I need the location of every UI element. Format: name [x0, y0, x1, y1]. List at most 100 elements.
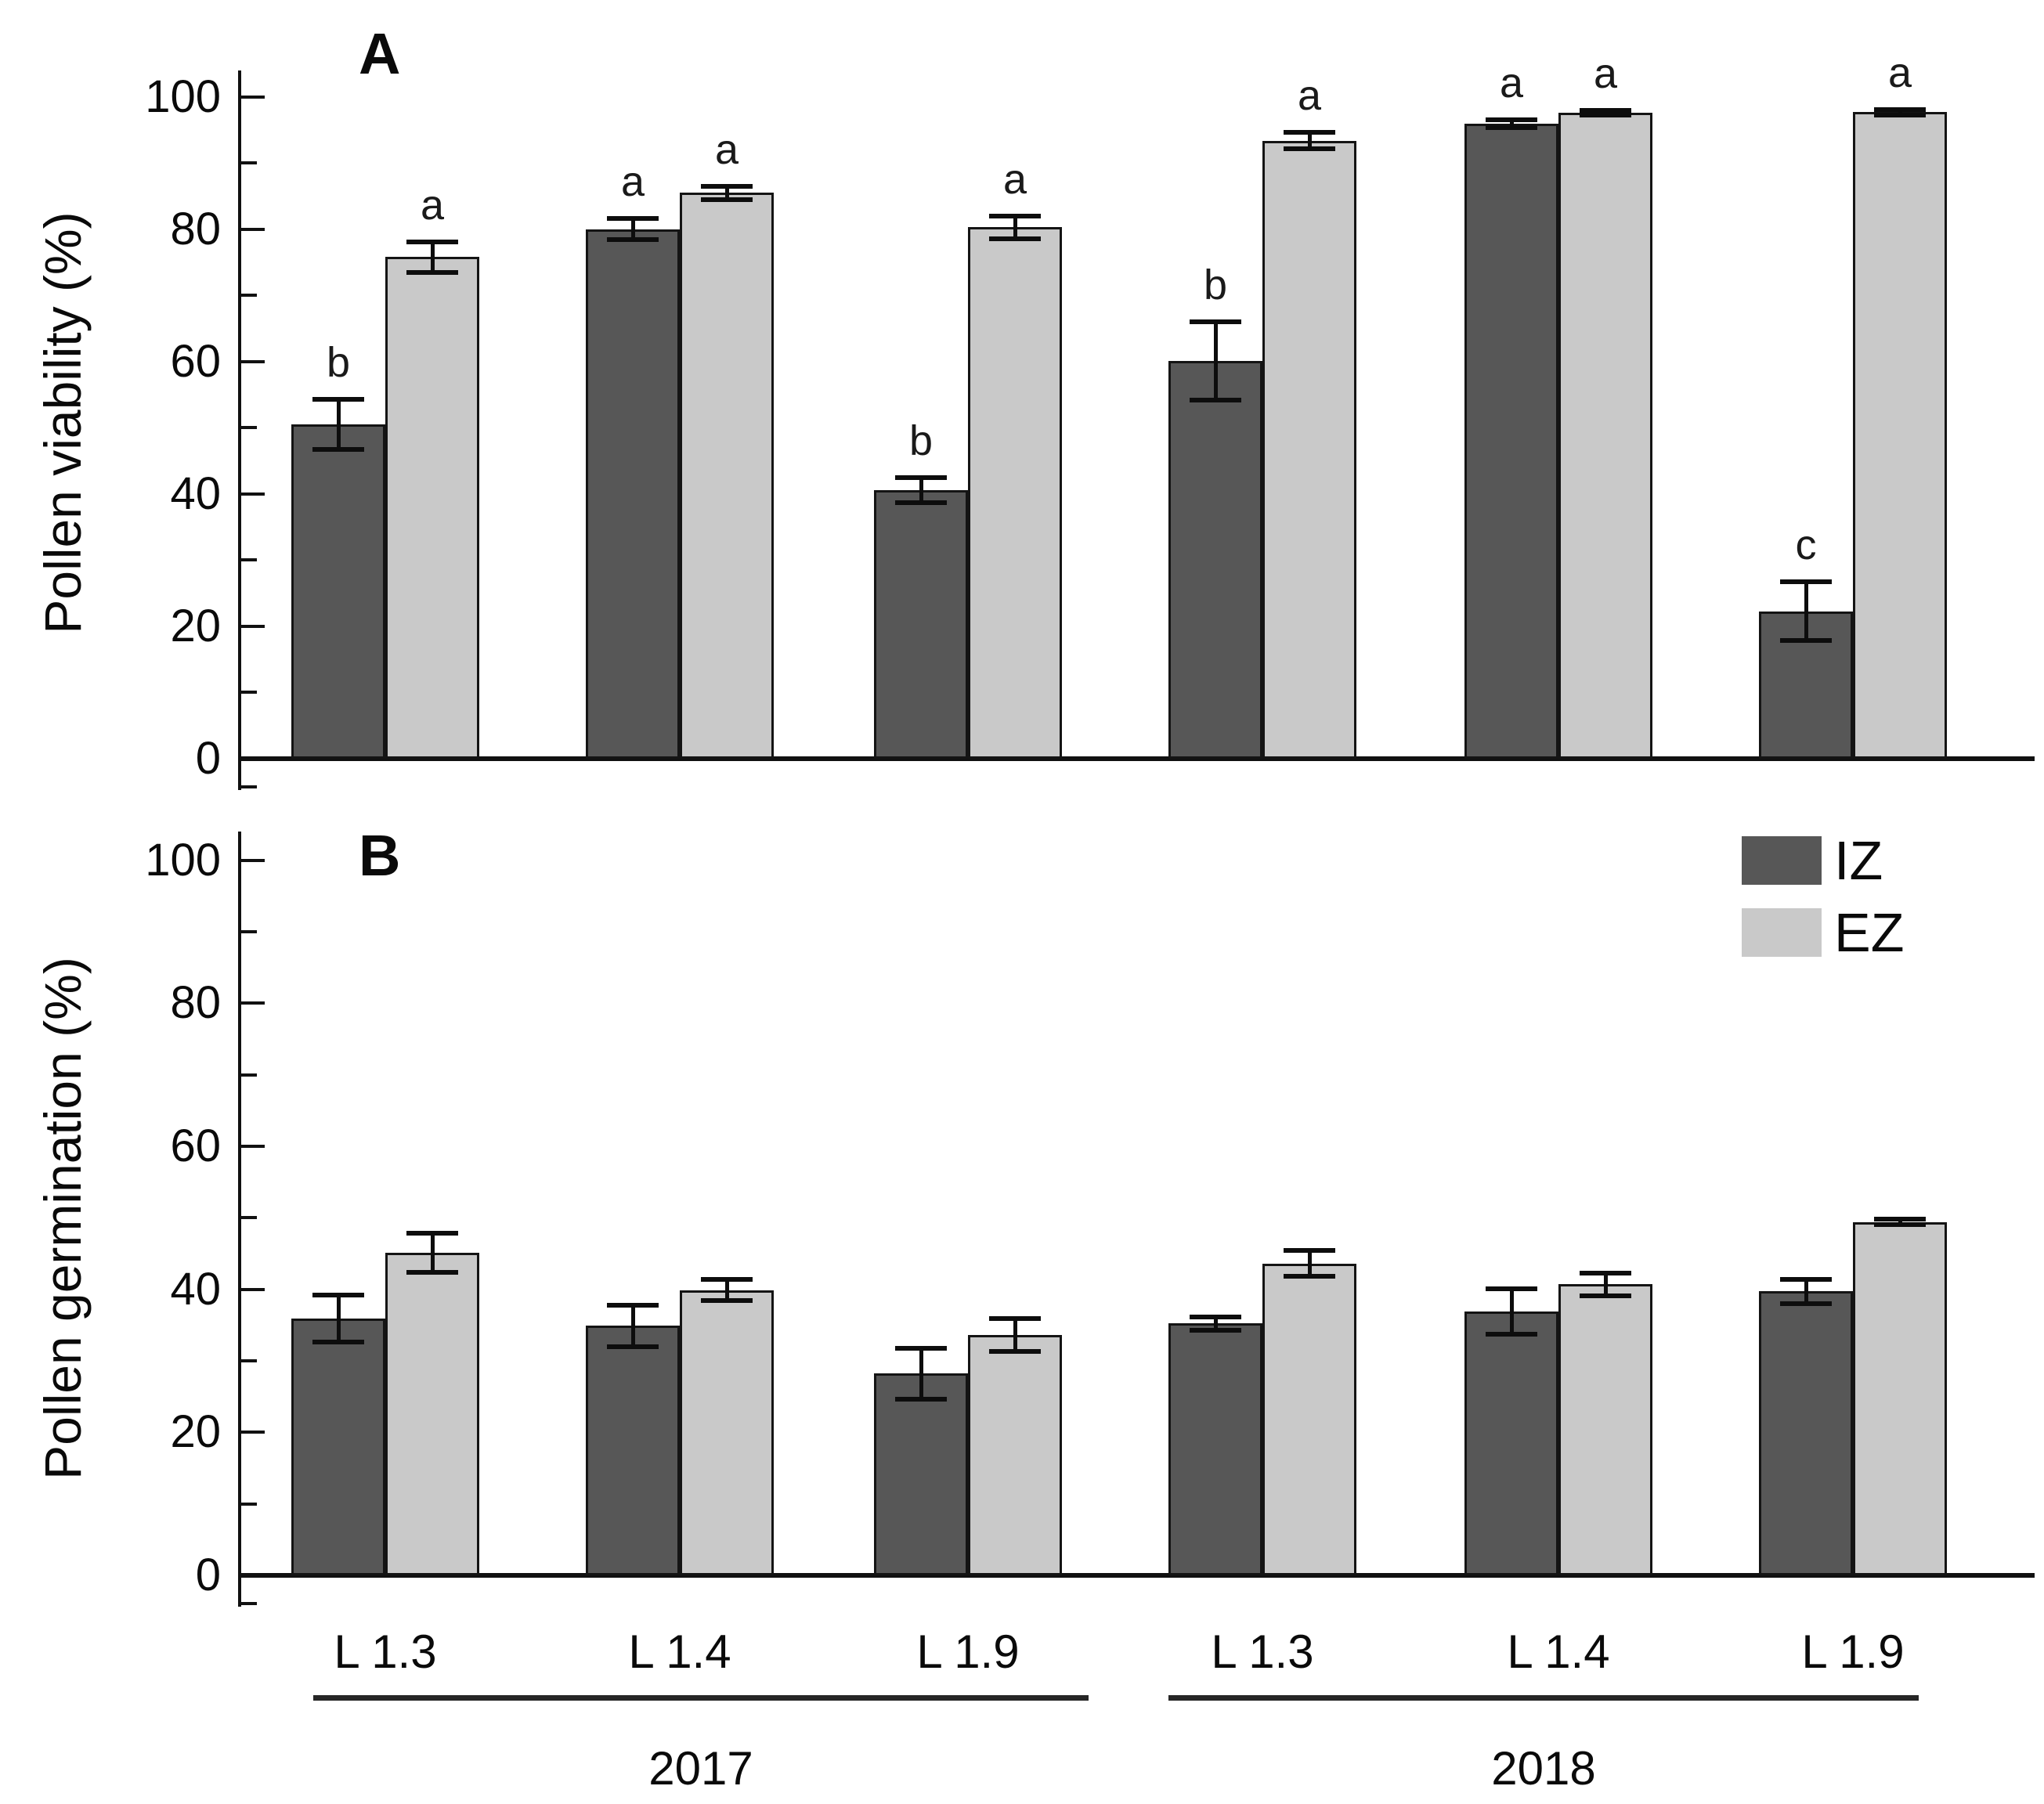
- y-tick-label: 20: [170, 1406, 221, 1458]
- significance-letter: a: [1499, 59, 1524, 106]
- error-bar-top-cap: [1284, 130, 1335, 135]
- legend-label-ez: EZ: [1834, 902, 1905, 963]
- bar-iz-0: [291, 424, 385, 759]
- error-bar-stem: [1213, 322, 1218, 400]
- error-bar-bottom-cap: [989, 1349, 1041, 1355]
- significance-letter: b: [326, 339, 351, 387]
- error-bar-top-cap: [406, 239, 458, 244]
- error-bar-bottom-cap: [1780, 637, 1832, 643]
- error-bar-bottom-cap: [312, 447, 364, 453]
- bar-ez-4: [1558, 1284, 1652, 1575]
- y-major-tick: [241, 359, 265, 363]
- error-bar-stem: [1013, 1319, 1017, 1352]
- bar-iz-3: [1168, 1323, 1262, 1575]
- y-major-tick: [241, 858, 265, 862]
- error-bar-top-cap: [1284, 1248, 1335, 1254]
- error-bar-stem: [1898, 1219, 1902, 1225]
- legend-swatch-ez-icon: [1742, 908, 1822, 957]
- error-bar-top-cap: [1780, 1276, 1832, 1282]
- significance-letter: a: [420, 181, 445, 229]
- error-bar-stem: [1603, 1272, 1608, 1296]
- error-bar-stem: [1213, 1317, 1218, 1330]
- y-tick-label: 100: [145, 70, 221, 122]
- error-bar-bottom-cap: [607, 1344, 659, 1349]
- x-category-label: L 1.3: [334, 1625, 437, 1678]
- error-bar-bottom-cap: [406, 1269, 458, 1275]
- error-bar-stem: [919, 1348, 923, 1400]
- error-bar-bottom-cap: [1486, 124, 1537, 130]
- x-axis-line: [238, 1573, 2035, 1578]
- y-tick-label: 80: [170, 203, 221, 254]
- y-tick-label: 100: [145, 834, 221, 886]
- panel-a-plot-area: 0 20 40 60 80 100 b a b b a c a a a a a a: [145, 49, 2035, 790]
- bar-ez-4: [1558, 113, 1652, 759]
- y-major-tick: [241, 757, 265, 760]
- error-bar-stem: [724, 1279, 729, 1301]
- x-category-label: L 1.4: [628, 1625, 731, 1678]
- y-tick-label: 0: [195, 1550, 221, 1600]
- bar-ez-1: [680, 193, 774, 759]
- x-category-label: L 1.4: [1507, 1625, 1610, 1678]
- error-bar-top-cap: [406, 1231, 458, 1236]
- error-bar-stem: [919, 477, 923, 503]
- error-bar-top-cap: [1874, 1217, 1926, 1222]
- legend-swatch-iz-icon: [1742, 836, 1822, 885]
- error-bar-bottom-cap: [701, 1298, 753, 1304]
- error-bar-stem: [1898, 109, 1902, 115]
- bar-ez-0: [385, 1253, 479, 1575]
- error-bar-bottom-cap: [1486, 1332, 1537, 1337]
- significance-letter: a: [1297, 72, 1322, 120]
- bar-ez-3: [1262, 1263, 1356, 1575]
- y-major-tick: [241, 492, 265, 496]
- error-bar-top-cap: [895, 474, 947, 480]
- bar-ez-3: [1262, 140, 1356, 759]
- bar-ez-1: [680, 1290, 774, 1575]
- error-bar-bottom-cap: [701, 197, 753, 202]
- error-bar-bottom-cap: [1284, 146, 1335, 151]
- error-bar-stem: [430, 1233, 435, 1272]
- error-bar-bottom-cap: [1580, 1293, 1631, 1298]
- error-bar-stem: [724, 186, 729, 200]
- bar-iz-1: [586, 1326, 680, 1575]
- error-bar-top-cap: [1580, 107, 1631, 113]
- error-bar-bottom-cap: [607, 237, 659, 243]
- error-bar-top-cap: [1874, 106, 1926, 112]
- error-bar-bottom-cap: [989, 236, 1041, 241]
- error-bar-stem: [336, 399, 341, 450]
- bar-iz-2: [874, 489, 968, 759]
- significance-letter: a: [1002, 155, 1027, 203]
- error-bar-top-cap: [607, 1302, 659, 1308]
- y-minor-tick: [241, 1073, 257, 1077]
- error-bar-stem: [430, 241, 435, 272]
- y-major-tick: [241, 1431, 265, 1434]
- y-axis-line: [238, 832, 241, 1607]
- bar-iz-4: [1464, 1311, 1558, 1575]
- error-bar-bottom-cap: [1780, 1301, 1832, 1306]
- error-bar-stem: [630, 218, 635, 240]
- error-bar-stem: [1603, 110, 1608, 116]
- bar-iz-5: [1759, 1291, 1853, 1575]
- bar-ez-0: [385, 257, 479, 759]
- legend-item-iz: IZ: [1742, 833, 1883, 888]
- x-category-label: L 1.9: [1801, 1625, 1905, 1678]
- bar-iz-4: [1464, 123, 1558, 759]
- error-bar-top-cap: [312, 397, 364, 402]
- y-minor-tick: [241, 1502, 257, 1506]
- error-bar-top-cap: [1190, 1315, 1241, 1320]
- error-bar-top-cap: [1486, 1286, 1537, 1291]
- y-tick-label: 40: [170, 467, 221, 519]
- significance-letter: a: [1593, 49, 1618, 97]
- error-bar-top-cap: [989, 213, 1041, 218]
- year-label-2018: 2018: [1491, 1742, 1596, 1795]
- bar-ez-5: [1853, 112, 1947, 759]
- axis-overhang-tick: [241, 785, 257, 788]
- error-bar-bottom-cap: [895, 500, 947, 505]
- panel-a-letter: A: [359, 21, 401, 86]
- error-bar-stem: [1804, 582, 1808, 640]
- bar-ez-5: [1853, 1221, 1947, 1575]
- error-bar-bottom-cap: [1874, 1222, 1926, 1228]
- y-minor-tick: [241, 294, 257, 298]
- y-minor-tick: [241, 929, 257, 933]
- y-tick-label: 0: [195, 733, 221, 784]
- bar-iz-2: [874, 1373, 968, 1575]
